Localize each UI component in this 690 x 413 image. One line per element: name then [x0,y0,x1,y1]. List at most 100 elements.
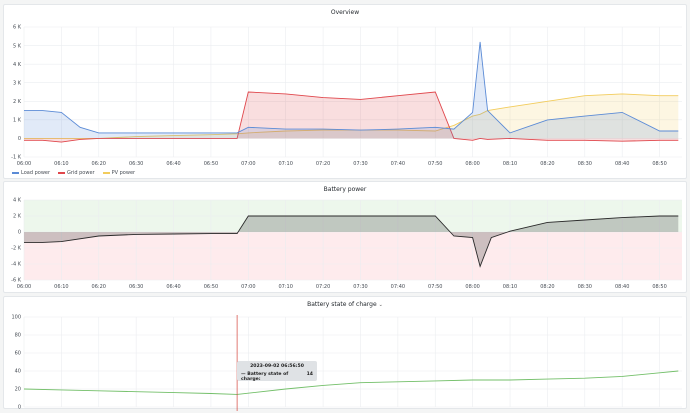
x-tick-label: 08:50 [652,284,666,290]
x-tick-label: 08:30 [578,284,592,290]
y-tick-label: 0 [18,136,21,142]
soc-series [23,370,679,395]
tooltip-row: — Battery state of charge: 14 [241,372,313,382]
x-tick-label: 06:40 [166,161,180,167]
x-tick-label: 08:30 [578,161,592,167]
x-tick-label: 06:30 [129,284,143,290]
x-tick-label: 08:00 [465,161,479,167]
y-tick-label: -1 K [11,155,22,161]
overview-x-ticks: 06:00 06:10 06:20 06:30 06:40 06:50 07:00 07:10… [17,161,667,167]
y-tick-label: 3 K [13,80,22,86]
x-tick-label: 06:50 [204,284,218,290]
legend-item-grid-power[interactable]: Grid power [58,170,95,176]
y-tick-label: 1 K [13,118,22,124]
y-tick-label: -2 K [11,246,22,252]
battery-power-chart[interactable]: -6 K -4 K -2 K 0 2 K 4 K 06:00 06:10 06:20 06:30… [4,182,688,294]
y-tick-label: 60 [15,351,21,357]
x-tick-label: 07:10 [278,284,292,290]
tooltip-time: 2023-09-02 06:56:50 [250,364,304,369]
load-power-series [24,41,679,134]
x-tick-label: 07:00 [241,284,255,290]
legend-swatch [102,172,110,174]
legend-label: PV power [111,170,136,176]
overview-series [24,41,679,143]
battery-power-grid [23,199,682,281]
legend-item-load-power[interactable]: Load power [12,170,50,176]
overview-legend: Load power Grid power PV power [12,170,135,176]
x-tick-label: 08:20 [540,161,554,167]
load-power-series-fill [24,41,679,139]
soc-grid [23,316,682,408]
x-tick-label: 06:30 [129,161,143,167]
battery-power-y-ticks: -6 K -4 K -2 K 0 2 K 4 K [11,198,22,284]
y-tick-label: 4 K [13,198,22,204]
y-tick-label: -4 K [11,262,22,268]
y-tick-label: 20 [15,387,21,393]
y-tick-label: 2 K [13,214,22,220]
x-tick-label: 06:00 [17,161,31,167]
x-tick-label: 06:10 [54,161,68,167]
x-tick-label: 07:20 [316,284,330,290]
legend-label: Load power [21,170,51,176]
y-tick-label: 4 K [13,62,22,68]
y-tick-label: 80 [15,333,21,339]
y-tick-label: 5 K [13,43,22,49]
y-tick-label: 40 [15,369,21,375]
pv-power-series-fill [24,93,679,139]
grid-power-series-fill [24,92,679,143]
y-tick-label: 2 K [13,99,22,105]
chevron-down-icon[interactable]: ⌄ [378,302,383,308]
negative-band [24,232,682,280]
x-tick-label: 08:10 [503,284,517,290]
battery-power-x-ticks: 06:00 06:10 06:20 06:30 06:40 06:50 07:00 07:10… [17,284,667,290]
legend-swatch [12,172,19,174]
legend-item-pv-power[interactable]: PV power [102,170,136,176]
overview-y-ticks: -1 K 0 1 K 2 K 3 K 4 K 5 K 6 K [11,25,22,161]
battery-power-title[interactable]: Battery power [323,186,367,193]
x-tick-label: 06:00 [17,284,31,290]
soc-chart[interactable]: 0 20 40 60 80 100 [4,297,688,411]
x-tick-label: 06:40 [166,284,180,290]
soc-y-ticks: 0 20 40 60 80 100 [11,315,21,411]
x-tick-label: 07:40 [391,284,405,290]
battery-power-threshold-bands [24,200,682,280]
soc-title-text: Battery state of charge [307,301,377,308]
battery-power-fill [24,216,679,267]
x-tick-label: 07:40 [391,161,405,167]
x-tick-label: 07:30 [353,284,367,290]
x-tick-label: 08:50 [652,161,666,167]
x-tick-label: 07:20 [316,161,330,167]
x-tick-label: 06:20 [92,284,106,290]
x-tick-label: 06:10 [54,284,68,290]
x-tick-label: 07:50 [428,284,442,290]
x-tick-label: 07:30 [353,161,367,167]
x-tick-label: 06:20 [92,161,106,167]
legend-label: Grid power [67,170,95,176]
overview-chart[interactable]: -1 K01 K2 K3 K4 K5 K6 K 06:00 06:10 06:20 0… [4,5,688,180]
x-tick-label: 08:00 [465,284,479,290]
soc-line [23,370,679,395]
grid-power-series [24,91,679,143]
soc-title[interactable]: Battery state of charge ⌄ [4,301,686,308]
tooltip-value: 14 [306,372,313,377]
y-tick-label: 0 [18,405,21,411]
overview-title[interactable]: Overview [330,9,360,16]
soc-panel: Battery state of charge ⌄ 0 20 40 60 80 100 [3,296,688,411]
y-tick-label: 6 K [13,25,22,31]
x-tick-label: 08:10 [503,161,517,167]
x-tick-label: 08:40 [615,284,629,290]
y-tick-label: -6 K [11,278,22,284]
x-tick-label: 06:50 [204,161,218,167]
tooltip-label: — Battery state of charge: [241,372,289,382]
battery-power-line [24,215,679,268]
legend-swatch [58,172,66,174]
x-tick-label: 07:10 [278,161,292,167]
soc-tooltip: 2023-09-02 06:56:50 — Battery state of c… [237,361,317,382]
x-tick-label: 08:40 [615,161,629,167]
x-tick-label: 08:20 [540,284,554,290]
overview-grid [23,26,682,158]
x-tick-label: 07:00 [241,161,255,167]
x-tick-label: 07:50 [428,161,442,167]
